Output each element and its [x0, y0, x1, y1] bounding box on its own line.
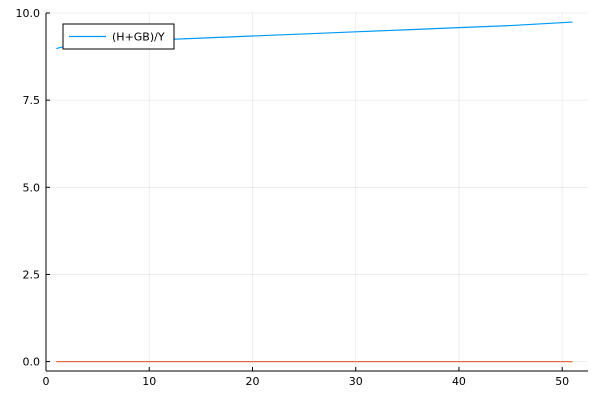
- x-tick-label: 0: [43, 375, 50, 388]
- y-tick-label: 7.5: [23, 94, 41, 107]
- legend: (H+GB)/Y: [62, 23, 175, 50]
- y-tick-label: 2.5: [23, 268, 41, 281]
- series-lines: [56, 21, 573, 363]
- x-tick-label: 20: [245, 375, 259, 388]
- y-tick-label: 5.0: [23, 181, 41, 194]
- x-tick-label: 30: [349, 375, 363, 388]
- x-tick-label: 10: [142, 375, 156, 388]
- legend-label: (H+GB)/Y: [112, 31, 165, 44]
- y-tick-label: 10.0: [16, 7, 41, 20]
- x-tick-label: 40: [452, 375, 466, 388]
- axes: [45, 13, 588, 372]
- x-tick-label: 50: [555, 375, 569, 388]
- grid-lines: [45, 12, 588, 371]
- y-tick-label: 0.0: [23, 356, 41, 369]
- tick-labels: 0 10 20 30 40 50 0.0 2.5 5.0 7.5 10.0: [16, 7, 570, 388]
